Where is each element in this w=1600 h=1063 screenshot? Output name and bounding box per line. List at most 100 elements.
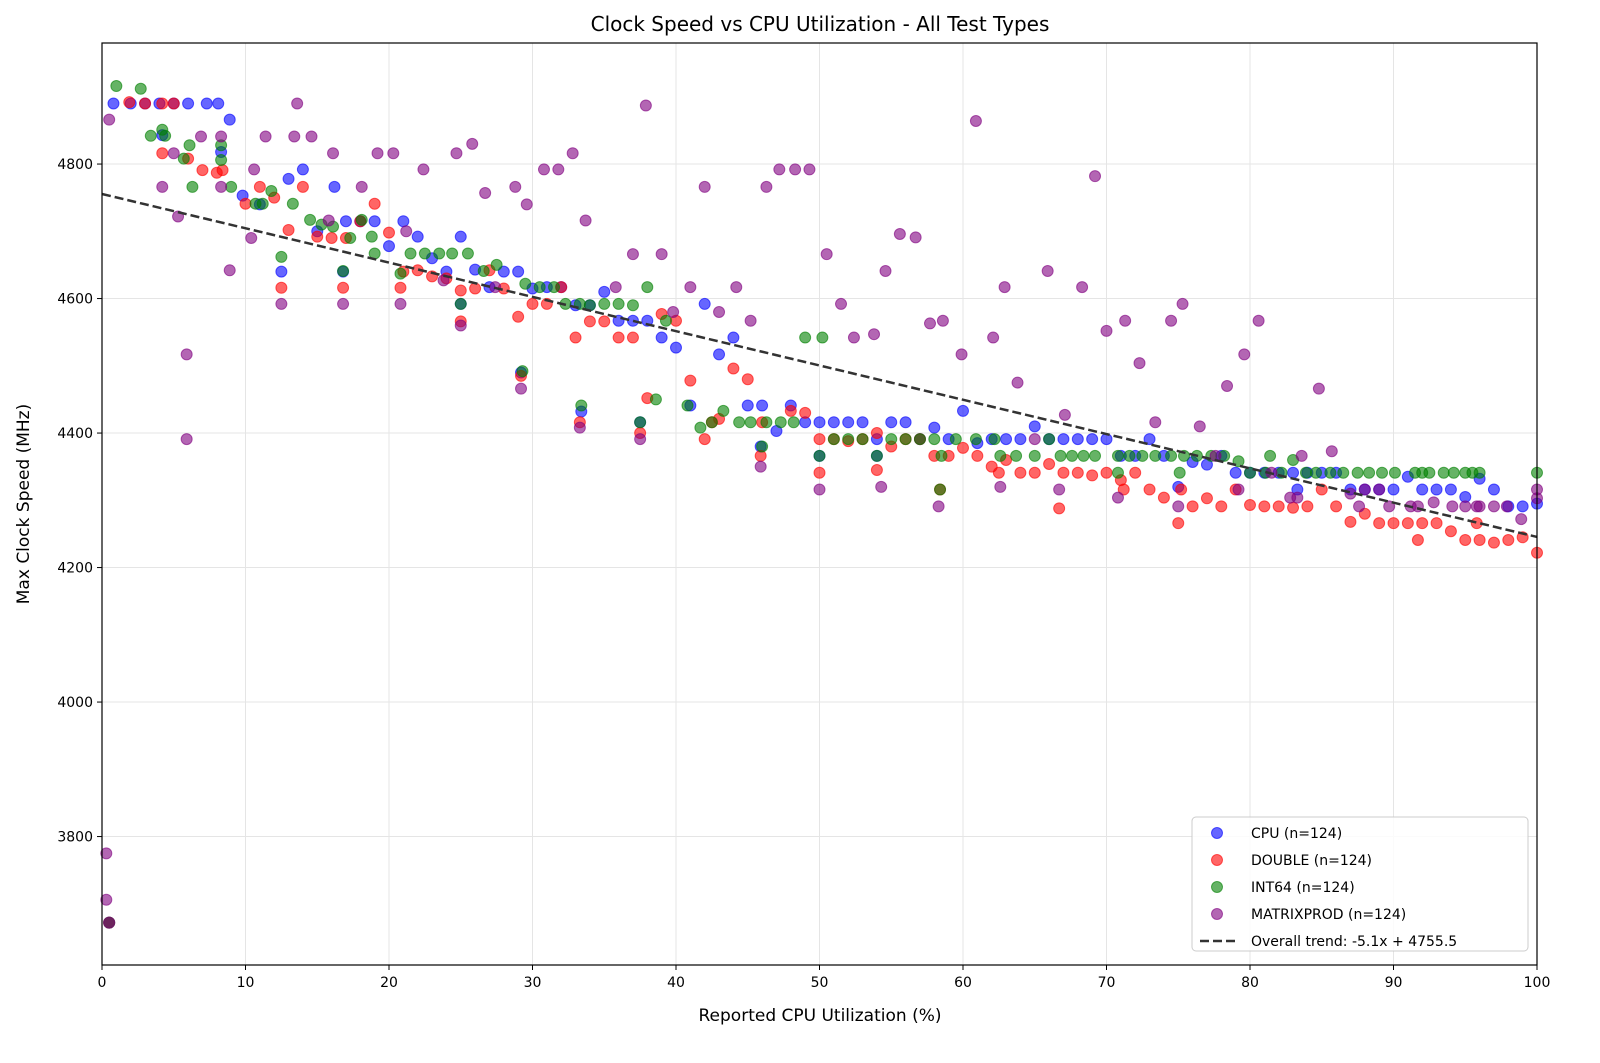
data-point: [813, 483, 826, 496]
data-point: [868, 328, 881, 341]
data-point: [727, 331, 740, 344]
data-point: [573, 421, 586, 434]
data-point: [1244, 499, 1256, 512]
data-point: [1200, 492, 1213, 505]
data-point: [1264, 449, 1277, 462]
data-point: [1209, 449, 1222, 462]
data-point: [337, 264, 350, 277]
data-point: [1129, 466, 1142, 479]
data-point: [223, 113, 236, 126]
data-point: [1221, 379, 1234, 392]
data-point: [1330, 500, 1343, 513]
data-point: [909, 231, 922, 244]
data-point: [337, 297, 350, 310]
data-point: [957, 441, 969, 454]
data-point: [994, 480, 1007, 493]
data-point: [1172, 500, 1185, 513]
data-point: [454, 319, 467, 332]
data-point: [803, 163, 816, 176]
data-point: [842, 416, 855, 429]
data-point: [1315, 483, 1328, 496]
data-point: [512, 310, 525, 323]
data-point: [1411, 533, 1424, 546]
data-point: [717, 404, 730, 417]
data-point: [1324, 466, 1337, 479]
data-point: [1500, 500, 1513, 513]
data-point: [180, 348, 193, 361]
data-point: [1516, 500, 1529, 513]
data-point: [526, 297, 539, 310]
data-point: [156, 97, 169, 110]
data-point: [215, 180, 228, 193]
legend-marker: [1211, 827, 1223, 839]
data-point: [291, 97, 304, 110]
data-point: [1401, 517, 1414, 530]
data-point: [328, 180, 341, 193]
data-point: [655, 248, 668, 261]
data-point: [365, 230, 378, 243]
x-tick-label: 10: [237, 975, 255, 991]
data-point: [1373, 483, 1386, 496]
data-point: [1447, 466, 1460, 479]
data-point: [744, 314, 757, 327]
data-point: [225, 180, 238, 193]
data-point: [1089, 449, 1102, 462]
data-point: [479, 186, 492, 199]
data-point: [760, 416, 773, 429]
data-point: [245, 232, 258, 245]
data-point: [437, 274, 450, 287]
data-point: [998, 281, 1011, 294]
data-point: [969, 433, 982, 446]
data-point: [856, 433, 869, 446]
data-point: [100, 893, 113, 906]
data-point: [325, 232, 338, 245]
data-point: [955, 348, 968, 361]
data-point: [411, 230, 424, 243]
data-point: [1053, 502, 1066, 515]
data-point: [1123, 449, 1136, 462]
data-point: [123, 96, 136, 109]
data-point: [1459, 533, 1472, 546]
data-point: [1071, 466, 1084, 479]
data-point: [1272, 500, 1285, 513]
data-point: [509, 180, 522, 193]
data-point: [1066, 449, 1079, 462]
data-point: [870, 449, 883, 462]
data-point: [1086, 433, 1099, 446]
data-point: [1459, 500, 1472, 513]
data-point: [1487, 483, 1500, 496]
data-point: [454, 297, 467, 310]
data-point: [1232, 483, 1245, 496]
data-point: [1473, 466, 1486, 479]
data-point: [275, 265, 288, 278]
data-point: [992, 466, 1005, 479]
data-point: [957, 404, 969, 417]
data-point: [1387, 483, 1400, 496]
x-tick-label: 30: [524, 975, 542, 991]
data-point: [813, 416, 826, 429]
data-point: [418, 247, 431, 260]
data-point: [371, 147, 384, 160]
y-axis-label: Max Clock Speed (MHz): [14, 404, 34, 604]
data-point: [670, 341, 682, 354]
data-point: [1054, 449, 1067, 462]
data-point: [684, 281, 697, 294]
data-point: [1086, 469, 1099, 482]
data-point: [1383, 500, 1396, 513]
data-point: [156, 147, 169, 160]
data-point: [368, 197, 381, 210]
data-point: [110, 80, 123, 93]
data-point: [1416, 517, 1429, 530]
data-point: [835, 297, 848, 310]
x-axis-label: Reported CPU Utilization (%): [699, 1006, 942, 1026]
data-point: [1446, 500, 1459, 513]
data-point: [461, 247, 474, 260]
data-point: [339, 215, 352, 228]
data-point: [156, 180, 169, 193]
data-point: [1487, 536, 1500, 549]
data-point: [842, 433, 855, 446]
data-point: [1117, 483, 1130, 496]
data-point: [893, 227, 906, 240]
data-point: [760, 180, 773, 193]
data-point: [579, 214, 592, 227]
